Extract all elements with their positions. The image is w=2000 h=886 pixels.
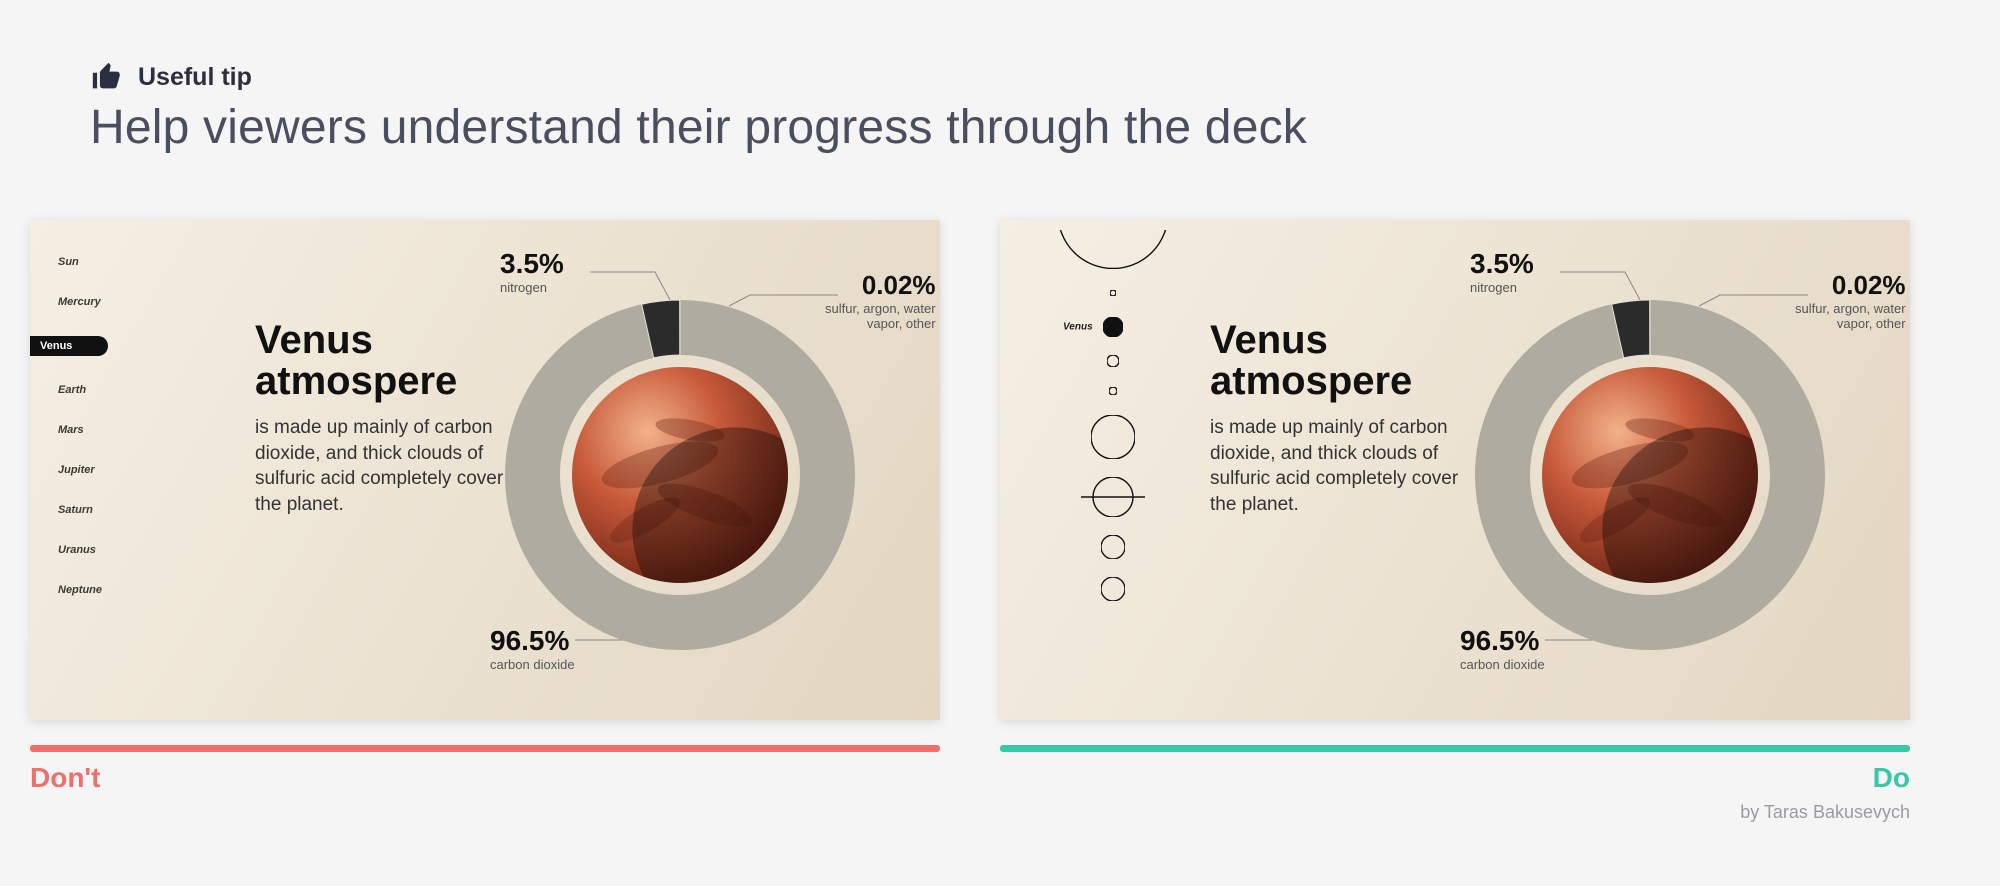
thumb-icon	[90, 60, 124, 94]
tip-label: Useful tip	[138, 63, 252, 92]
caption-do: Do	[1000, 762, 1910, 794]
underline-do	[1000, 745, 1910, 752]
caption-dont: Don't	[30, 762, 940, 794]
panels: SunMercuryVenusEarthMarsJupiterSaturnUra…	[30, 175, 1970, 823]
callout-nitrogen-sub: nitrogen	[1470, 280, 1534, 295]
panel-dont: SunMercuryVenusEarthMarsJupiterSaturnUra…	[30, 220, 940, 720]
callout-other-pct: 0.02%	[1795, 270, 1906, 301]
donut-chart	[1000, 220, 1910, 720]
callout-other: 0.02% sulfur, argon, watervapor, other	[825, 270, 936, 331]
callout-carbon-pct: 96.5%	[1460, 625, 1545, 657]
donut-chart	[30, 220, 940, 720]
panel-do-wrap: Venus Venus atmospere is made up mainly …	[1000, 220, 1910, 823]
callout-nitrogen-pct: 3.5%	[500, 248, 564, 280]
attribution: by Taras Bakusevych	[1000, 802, 1910, 823]
callout-carbon-pct: 96.5%	[490, 625, 575, 657]
callout-nitrogen-sub: nitrogen	[500, 280, 564, 295]
callout-other-sub: sulfur, argon, watervapor, other	[825, 301, 936, 331]
callout-carbon-sub: carbon dioxide	[1460, 657, 1545, 672]
headline: Help viewers understand their progress t…	[90, 100, 1970, 155]
underline-dont	[30, 745, 940, 752]
header: Useful tip Help viewers understand their…	[30, 60, 1970, 155]
callout-other-pct: 0.02%	[825, 270, 936, 301]
panel-do: Venus Venus atmospere is made up mainly …	[1000, 220, 1910, 720]
callout-other: 0.02% sulfur, argon, watervapor, other	[1795, 270, 1906, 331]
callout-other-sub: sulfur, argon, watervapor, other	[1795, 301, 1906, 331]
callout-nitrogen-pct: 3.5%	[1470, 248, 1534, 280]
panel-dont-wrap: SunMercuryVenusEarthMarsJupiterSaturnUra…	[30, 220, 940, 823]
callout-carbon-sub: carbon dioxide	[490, 657, 575, 672]
callout-nitrogen: 3.5% nitrogen	[500, 248, 564, 295]
callout-carbon: 96.5% carbon dioxide	[490, 625, 575, 672]
callout-carbon: 96.5% carbon dioxide	[1460, 625, 1545, 672]
callout-nitrogen: 3.5% nitrogen	[1470, 248, 1534, 295]
tip-row: Useful tip	[90, 60, 1970, 94]
